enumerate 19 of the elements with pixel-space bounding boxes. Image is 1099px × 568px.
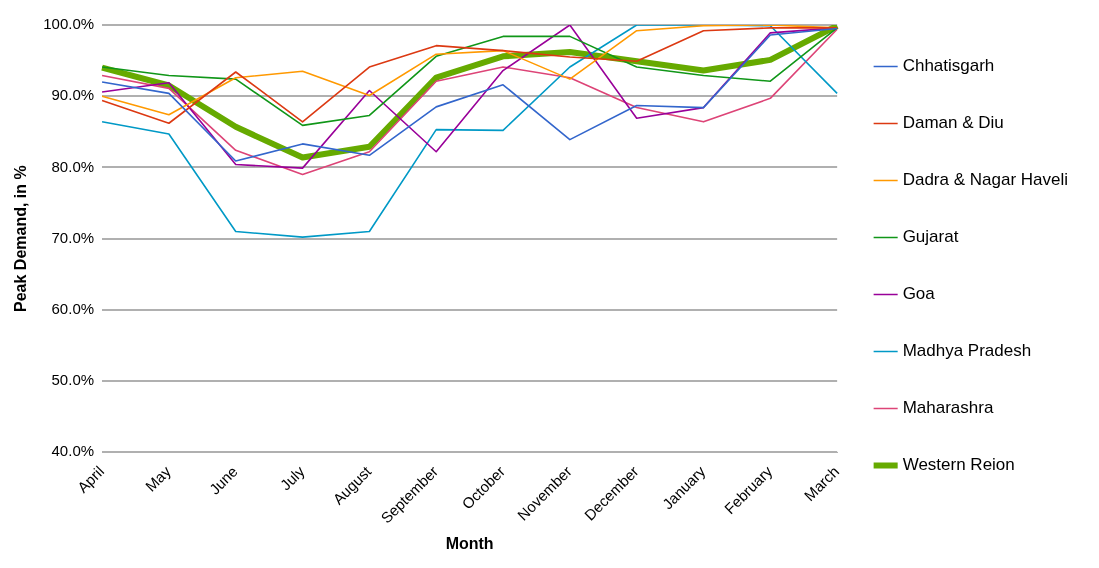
legend-label: Daman & Diu xyxy=(902,113,1004,133)
y-tick-label: 70.0% xyxy=(51,228,95,246)
legend-label: Chhatisgarh xyxy=(902,56,995,76)
legend-label: Western Reion xyxy=(902,455,1015,475)
legend-label: Gujarat xyxy=(902,227,959,247)
legend-label: Dadra & Nagar Haveli xyxy=(902,170,1069,190)
y-tick-label: 40.0% xyxy=(51,442,95,460)
y-tick-label: 100.0% xyxy=(43,15,95,33)
legend-label: Madhya Pradesh xyxy=(902,341,1032,361)
y-tick-label: 50.0% xyxy=(51,371,95,389)
y-tick-label: 80.0% xyxy=(51,157,95,175)
x-tick-label: July xyxy=(276,462,308,494)
x-axis-title: Month xyxy=(445,534,494,552)
legend-label: Goa xyxy=(902,284,936,304)
x-tick-label: May xyxy=(141,462,175,495)
y-tick-label: 90.0% xyxy=(51,86,95,104)
y-axis-title: Peak Demand, in % xyxy=(12,165,30,312)
legend-label: Maharashra xyxy=(902,398,994,418)
y-tick-label: 60.0% xyxy=(51,299,95,317)
